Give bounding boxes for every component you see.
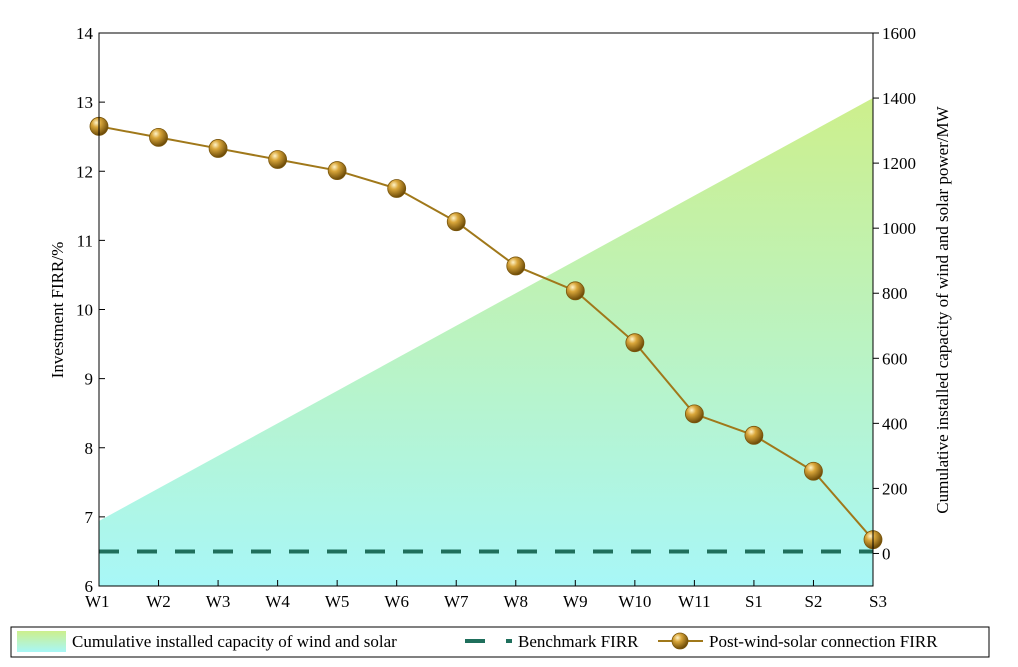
left-tick-label: 7 bbox=[85, 508, 94, 527]
capacity-area bbox=[99, 98, 873, 586]
firr-series-layer bbox=[89, 116, 883, 550]
x-tick-label: W7 bbox=[444, 592, 469, 611]
legend: Cumulative installed capacity of wind an… bbox=[10, 626, 990, 658]
legend-benchmark-label: Benchmark FIRR bbox=[518, 632, 639, 651]
firr-line bbox=[98, 125, 874, 541]
x-axis: W1 W2 W3 W4 W5 W6 W7 W8 W9 W10 W11 S1 S2 S3 bbox=[85, 580, 887, 611]
legend-area-swatch bbox=[17, 631, 66, 652]
firr-point-w11 bbox=[684, 404, 704, 424]
left-axis-title: Investment FIRR/% bbox=[48, 242, 67, 378]
right-axis: 0 200 400 600 800 1000 1200 1400 1600 bbox=[873, 24, 916, 563]
legend-firr-label: Post-wind-solar connection FIRR bbox=[709, 632, 938, 651]
firr-point-w5 bbox=[327, 161, 347, 180]
firr-point-w2 bbox=[149, 127, 168, 147]
left-tick-label: 11 bbox=[77, 231, 93, 250]
firr-point-w4 bbox=[268, 150, 288, 169]
legend-frame bbox=[10, 626, 990, 658]
left-tick-label: 12 bbox=[76, 162, 93, 181]
right-axis-title: Cumulative installed capacity of wind an… bbox=[933, 105, 952, 513]
x-tick-label: W4 bbox=[265, 592, 290, 611]
x-tick-label: W9 bbox=[563, 592, 588, 611]
x-tick-label: W6 bbox=[384, 592, 409, 611]
right-tick-label: 1200 bbox=[882, 154, 916, 173]
left-axis: 6 7 8 9 10 11 12 13 14 bbox=[76, 24, 105, 596]
firr-point-w9 bbox=[565, 281, 585, 301]
left-tick-label: 8 bbox=[85, 439, 94, 458]
left-tick-label: 6 bbox=[85, 577, 94, 596]
legend-area-label: Cumulative installed capacity of wind an… bbox=[72, 632, 397, 651]
legend-firr-marker bbox=[671, 632, 689, 650]
right-tick-label: 800 bbox=[882, 284, 908, 303]
area-series-layer bbox=[99, 98, 873, 586]
x-tick-label: W1 bbox=[85, 592, 110, 611]
left-tick-label: 14 bbox=[76, 24, 94, 43]
x-tick-label: W5 bbox=[325, 592, 350, 611]
left-tick-label: 10 bbox=[76, 301, 93, 320]
right-tick-label: 200 bbox=[882, 479, 908, 498]
right-tick-label: 1000 bbox=[882, 219, 916, 238]
x-tick-label: S3 bbox=[869, 592, 887, 611]
firr-point-w6 bbox=[387, 179, 407, 198]
x-tick-label: W8 bbox=[503, 592, 528, 611]
firr-point-w8 bbox=[506, 256, 526, 276]
right-tick-label: 600 bbox=[882, 349, 908, 368]
firr-point-w7 bbox=[446, 212, 466, 232]
left-tick-label: 13 bbox=[76, 93, 93, 112]
x-tick-label: S2 bbox=[804, 592, 822, 611]
firr-point-s1 bbox=[744, 425, 764, 445]
firr-point-w10 bbox=[625, 333, 645, 353]
x-tick-label: W11 bbox=[678, 592, 710, 611]
right-tick-label: 1600 bbox=[882, 24, 916, 43]
x-tick-label: W3 bbox=[206, 592, 231, 611]
right-tick-label: 0 bbox=[882, 544, 891, 563]
right-tick-label: 400 bbox=[882, 414, 908, 433]
left-tick-label: 9 bbox=[85, 370, 94, 389]
right-tick-label: 1400 bbox=[882, 89, 916, 108]
x-tick-label: S1 bbox=[745, 592, 763, 611]
firr-point-w3 bbox=[208, 139, 228, 158]
firr-point-s2 bbox=[804, 461, 823, 481]
x-tick-label: W10 bbox=[618, 592, 651, 611]
x-tick-label: W2 bbox=[146, 592, 171, 611]
